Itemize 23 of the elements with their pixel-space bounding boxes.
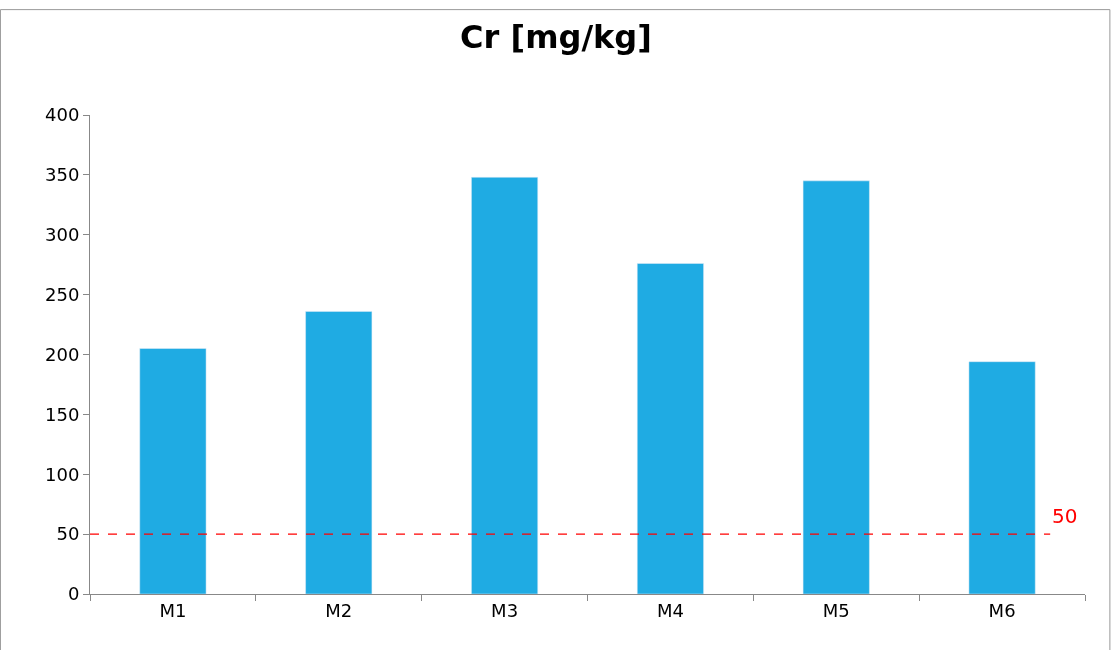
y-tick-label: 0 xyxy=(67,583,80,605)
y-tick-label: 350 xyxy=(45,164,80,186)
y-tick-label: 250 xyxy=(45,283,80,305)
y-tick-label: 400 xyxy=(45,104,80,126)
bar xyxy=(968,361,1036,594)
x-tick-label: M1 xyxy=(159,599,187,621)
x-tick-label: M5 xyxy=(822,599,850,621)
x-tick-label: M3 xyxy=(491,599,519,621)
bar xyxy=(471,177,538,594)
y-tick-label: 50 xyxy=(56,523,80,545)
x-tick-label: M6 xyxy=(988,599,1016,621)
bar xyxy=(637,263,704,594)
y-tick-label: 100 xyxy=(45,463,80,485)
bar xyxy=(139,348,207,594)
bar xyxy=(305,311,373,594)
x-tick-label: M2 xyxy=(325,599,353,621)
y-tick-label: 150 xyxy=(45,403,80,425)
x-tick-label: M4 xyxy=(656,599,684,621)
ref-line-label: 50 xyxy=(1052,504,1078,528)
chart-title: Cr [mg/kg] xyxy=(460,18,652,57)
bar xyxy=(802,180,870,594)
y-tick-label: 300 xyxy=(45,224,80,246)
y-tick-label: 200 xyxy=(45,343,80,365)
